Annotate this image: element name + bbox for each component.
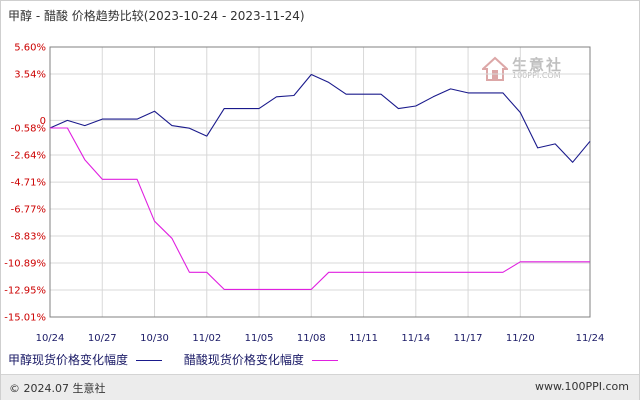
watermark-logo: 生意社 100PPI.COM — [482, 56, 592, 82]
watermark-url: 100PPI.COM — [512, 71, 561, 80]
x-tick-label: 11/14 — [401, 333, 430, 344]
x-tick-label: 11/17 — [454, 333, 483, 344]
legend-label-acetic-acid: 醋酸现货价格变化幅度 — [183, 353, 304, 367]
x-tick-label: 11/24 — [576, 333, 605, 344]
footer-url: www.100PPI.com — [535, 380, 629, 393]
legend-item-acetic-acid: 醋酸现货价格变化幅度 — [184, 351, 338, 368]
y-tick-label: -8.83% — [11, 232, 46, 243]
x-tick-label: 11/05 — [245, 333, 274, 344]
legend-swatch-methanol — [136, 360, 163, 361]
series-line-methanol — [49, 73, 591, 163]
y-tick-label: -2.64% — [11, 150, 46, 161]
x-tick-label: 11/08 — [297, 333, 326, 344]
y-tick-label: -15.01% — [4, 313, 46, 324]
x-tick-label: 11/02 — [192, 333, 221, 344]
y-tick-label: -6.77% — [11, 205, 46, 216]
y-tick-label: 3.54% — [14, 69, 46, 80]
chart-legend: 甲醇现货价格变化幅度 醋酸现货价格变化幅度 — [8, 351, 356, 368]
y-tick-label: -4.71% — [11, 178, 46, 189]
grid-layer — [49, 46, 591, 318]
series-layer — [49, 73, 591, 290]
y-tick-label: -10.89% — [4, 259, 46, 270]
chart-title: 甲醇 - 醋酸 价格趋势比较(2023-10-24 - 2023-11-24) — [8, 9, 305, 23]
y-tick-label: -12.95% — [4, 286, 46, 297]
y-tick-label: 0 — [40, 116, 46, 127]
legend-swatch-acetic-acid — [311, 360, 338, 361]
x-axis-labels: 10/24 10/27 10/30 11/02 11/05 11/08 11/11 11/14… — [36, 333, 605, 344]
footer-bar: © 2024.07 生意社 www.100PPI.com — [1, 374, 639, 400]
x-tick-label: 10/24 — [36, 333, 65, 344]
y-tick-label: -0.58% — [11, 123, 46, 134]
y-axis-labels: 5.60% 3.54% 0-0.58% -2.64% -4.71% -6.77% -8.83… — [4, 43, 46, 324]
x-tick-label: 10/30 — [140, 333, 169, 344]
legend-label-methanol: 甲醇现货价格变化幅度 — [8, 353, 129, 367]
series-line-acetic-acid — [50, 127, 590, 290]
plot-area-border — [49, 46, 591, 318]
x-tick-label: 11/20 — [506, 333, 535, 344]
footer-copyright: © 2024.07 生意社 — [9, 382, 106, 395]
watermark-name: 生意社 — [512, 56, 564, 74]
legend-item-methanol: 甲醇现货价格变化幅度 — [8, 351, 163, 368]
x-tick-label: 10/27 — [88, 333, 117, 344]
house-logo-icon — [482, 56, 508, 81]
y-tick-label: 5.60% — [14, 43, 46, 54]
x-tick-label: 11/11 — [349, 333, 378, 344]
